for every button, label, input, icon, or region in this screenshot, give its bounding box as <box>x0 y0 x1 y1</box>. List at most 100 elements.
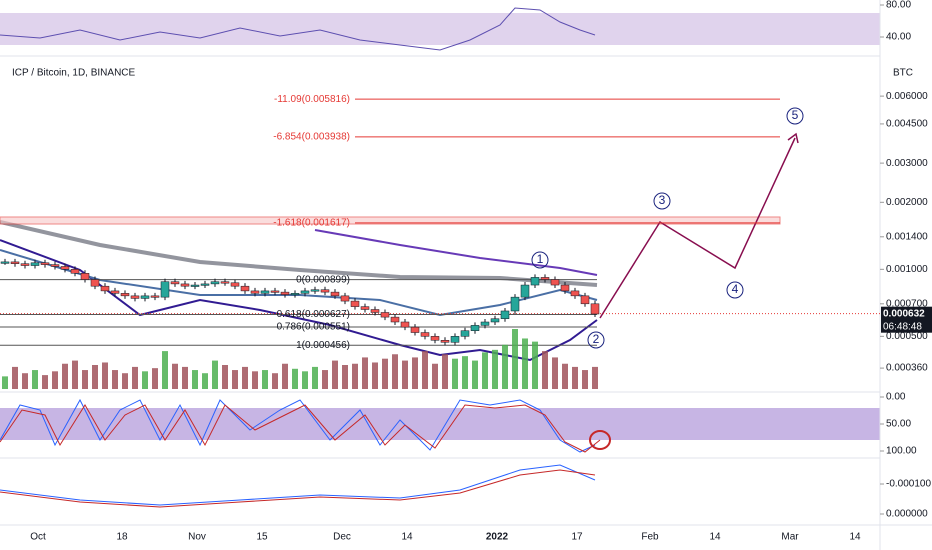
fib-label: -6.854(0.003938) <box>273 131 350 142</box>
candle <box>340 295 350 302</box>
candle <box>180 283 190 287</box>
candle <box>400 321 410 328</box>
last-price-box <box>881 306 932 333</box>
candle <box>220 281 230 284</box>
fib-label: -1.618(0.001617) <box>273 218 350 229</box>
candle <box>150 295 160 298</box>
volume-bar <box>372 362 378 389</box>
fib-label: 0.618(0.000627) <box>277 309 350 320</box>
candle <box>40 262 50 265</box>
candle <box>230 282 240 287</box>
stoch-k <box>0 398 596 453</box>
volume-bar <box>82 370 88 389</box>
volume-bar <box>492 349 498 389</box>
wave-label: 1 <box>537 252 544 266</box>
stoch-band <box>0 408 880 440</box>
volume-bar <box>282 363 288 389</box>
volume-bar <box>332 360 338 389</box>
volume-bar <box>312 366 318 389</box>
volume-bar <box>432 363 438 389</box>
macd-signal <box>0 469 596 508</box>
candle <box>310 289 320 292</box>
rsi-line <box>0 7 596 51</box>
volume-bar <box>172 363 178 389</box>
candle <box>440 340 450 343</box>
x-tick-label: 15 <box>256 532 268 543</box>
volume-bar <box>562 363 568 389</box>
fib-label: -11.09(0.005816) <box>274 94 350 105</box>
volume-bar <box>362 357 368 389</box>
volume-bar <box>532 341 538 389</box>
ma-line <box>0 220 598 287</box>
volume-bar <box>322 370 328 389</box>
arrow-head <box>787 132 799 144</box>
candle <box>380 312 390 318</box>
x-tick-label: Dec <box>333 532 351 543</box>
candle <box>0 261 10 264</box>
currency: BTC <box>893 68 913 79</box>
fib-zone <box>0 216 781 225</box>
y-tick-label: 0.000000 <box>886 509 928 520</box>
x-tick-label: Mar <box>781 532 799 543</box>
candle <box>480 321 490 326</box>
volume-bar <box>452 358 458 389</box>
y-tick-label: 0.002000 <box>886 197 928 208</box>
y-tick-label: 80.00 <box>886 0 911 11</box>
annotation-circle <box>589 430 611 450</box>
x-tick-label: 17 <box>571 532 583 543</box>
volume-bar <box>192 370 198 389</box>
candle <box>260 290 270 294</box>
wave-circle <box>587 331 605 349</box>
candle <box>390 316 400 323</box>
countdown: 06:48:48 <box>883 321 922 332</box>
volume-bar <box>42 375 48 389</box>
candle <box>320 289 330 293</box>
candle <box>490 318 500 323</box>
wave-label: 5 <box>792 108 799 122</box>
volume-bar <box>352 363 358 389</box>
y-tick-label: -0.000100 <box>886 479 931 490</box>
candle <box>200 283 210 286</box>
volume-bar <box>552 357 558 389</box>
candle <box>80 273 90 280</box>
candle <box>240 285 250 292</box>
candle <box>20 263 30 266</box>
candle <box>430 336 440 341</box>
volume-bar <box>572 366 578 389</box>
volume-bar <box>292 368 298 389</box>
candle <box>460 330 470 337</box>
volume-bar <box>122 373 128 389</box>
volume-bar <box>152 368 158 389</box>
candle <box>160 281 170 298</box>
volume-bar <box>392 354 398 389</box>
y-tick-label: 0.001000 <box>886 264 928 275</box>
wave-label: 3 <box>659 193 666 207</box>
candle <box>210 281 220 285</box>
rsi-band <box>0 13 880 45</box>
volume-bar <box>212 360 218 389</box>
volume-bar <box>302 371 308 389</box>
volume-bar <box>22 373 28 389</box>
y-tick-label: 0.000500 <box>886 331 928 342</box>
volume-bar <box>522 338 528 389</box>
y-tick-label: 0.00 <box>886 392 906 403</box>
y-tick-label: 0.003000 <box>886 158 928 169</box>
volume-bar <box>72 360 78 389</box>
candle <box>300 290 310 294</box>
volume-bar <box>542 351 548 389</box>
candle <box>330 291 340 297</box>
volume-bar <box>32 370 38 389</box>
candle <box>10 261 20 264</box>
candle <box>290 293 300 296</box>
volume-bar <box>262 370 268 389</box>
volume-bar <box>102 362 108 389</box>
volume-bar <box>232 370 238 389</box>
candle <box>190 284 200 287</box>
volume-bar <box>142 371 148 389</box>
wave-circle <box>531 251 549 269</box>
volume-bar <box>502 344 508 389</box>
candle <box>120 293 130 297</box>
candle <box>530 277 540 286</box>
x-tick-label: 14 <box>849 532 861 543</box>
y-tick-label: 0.000700 <box>886 298 928 309</box>
